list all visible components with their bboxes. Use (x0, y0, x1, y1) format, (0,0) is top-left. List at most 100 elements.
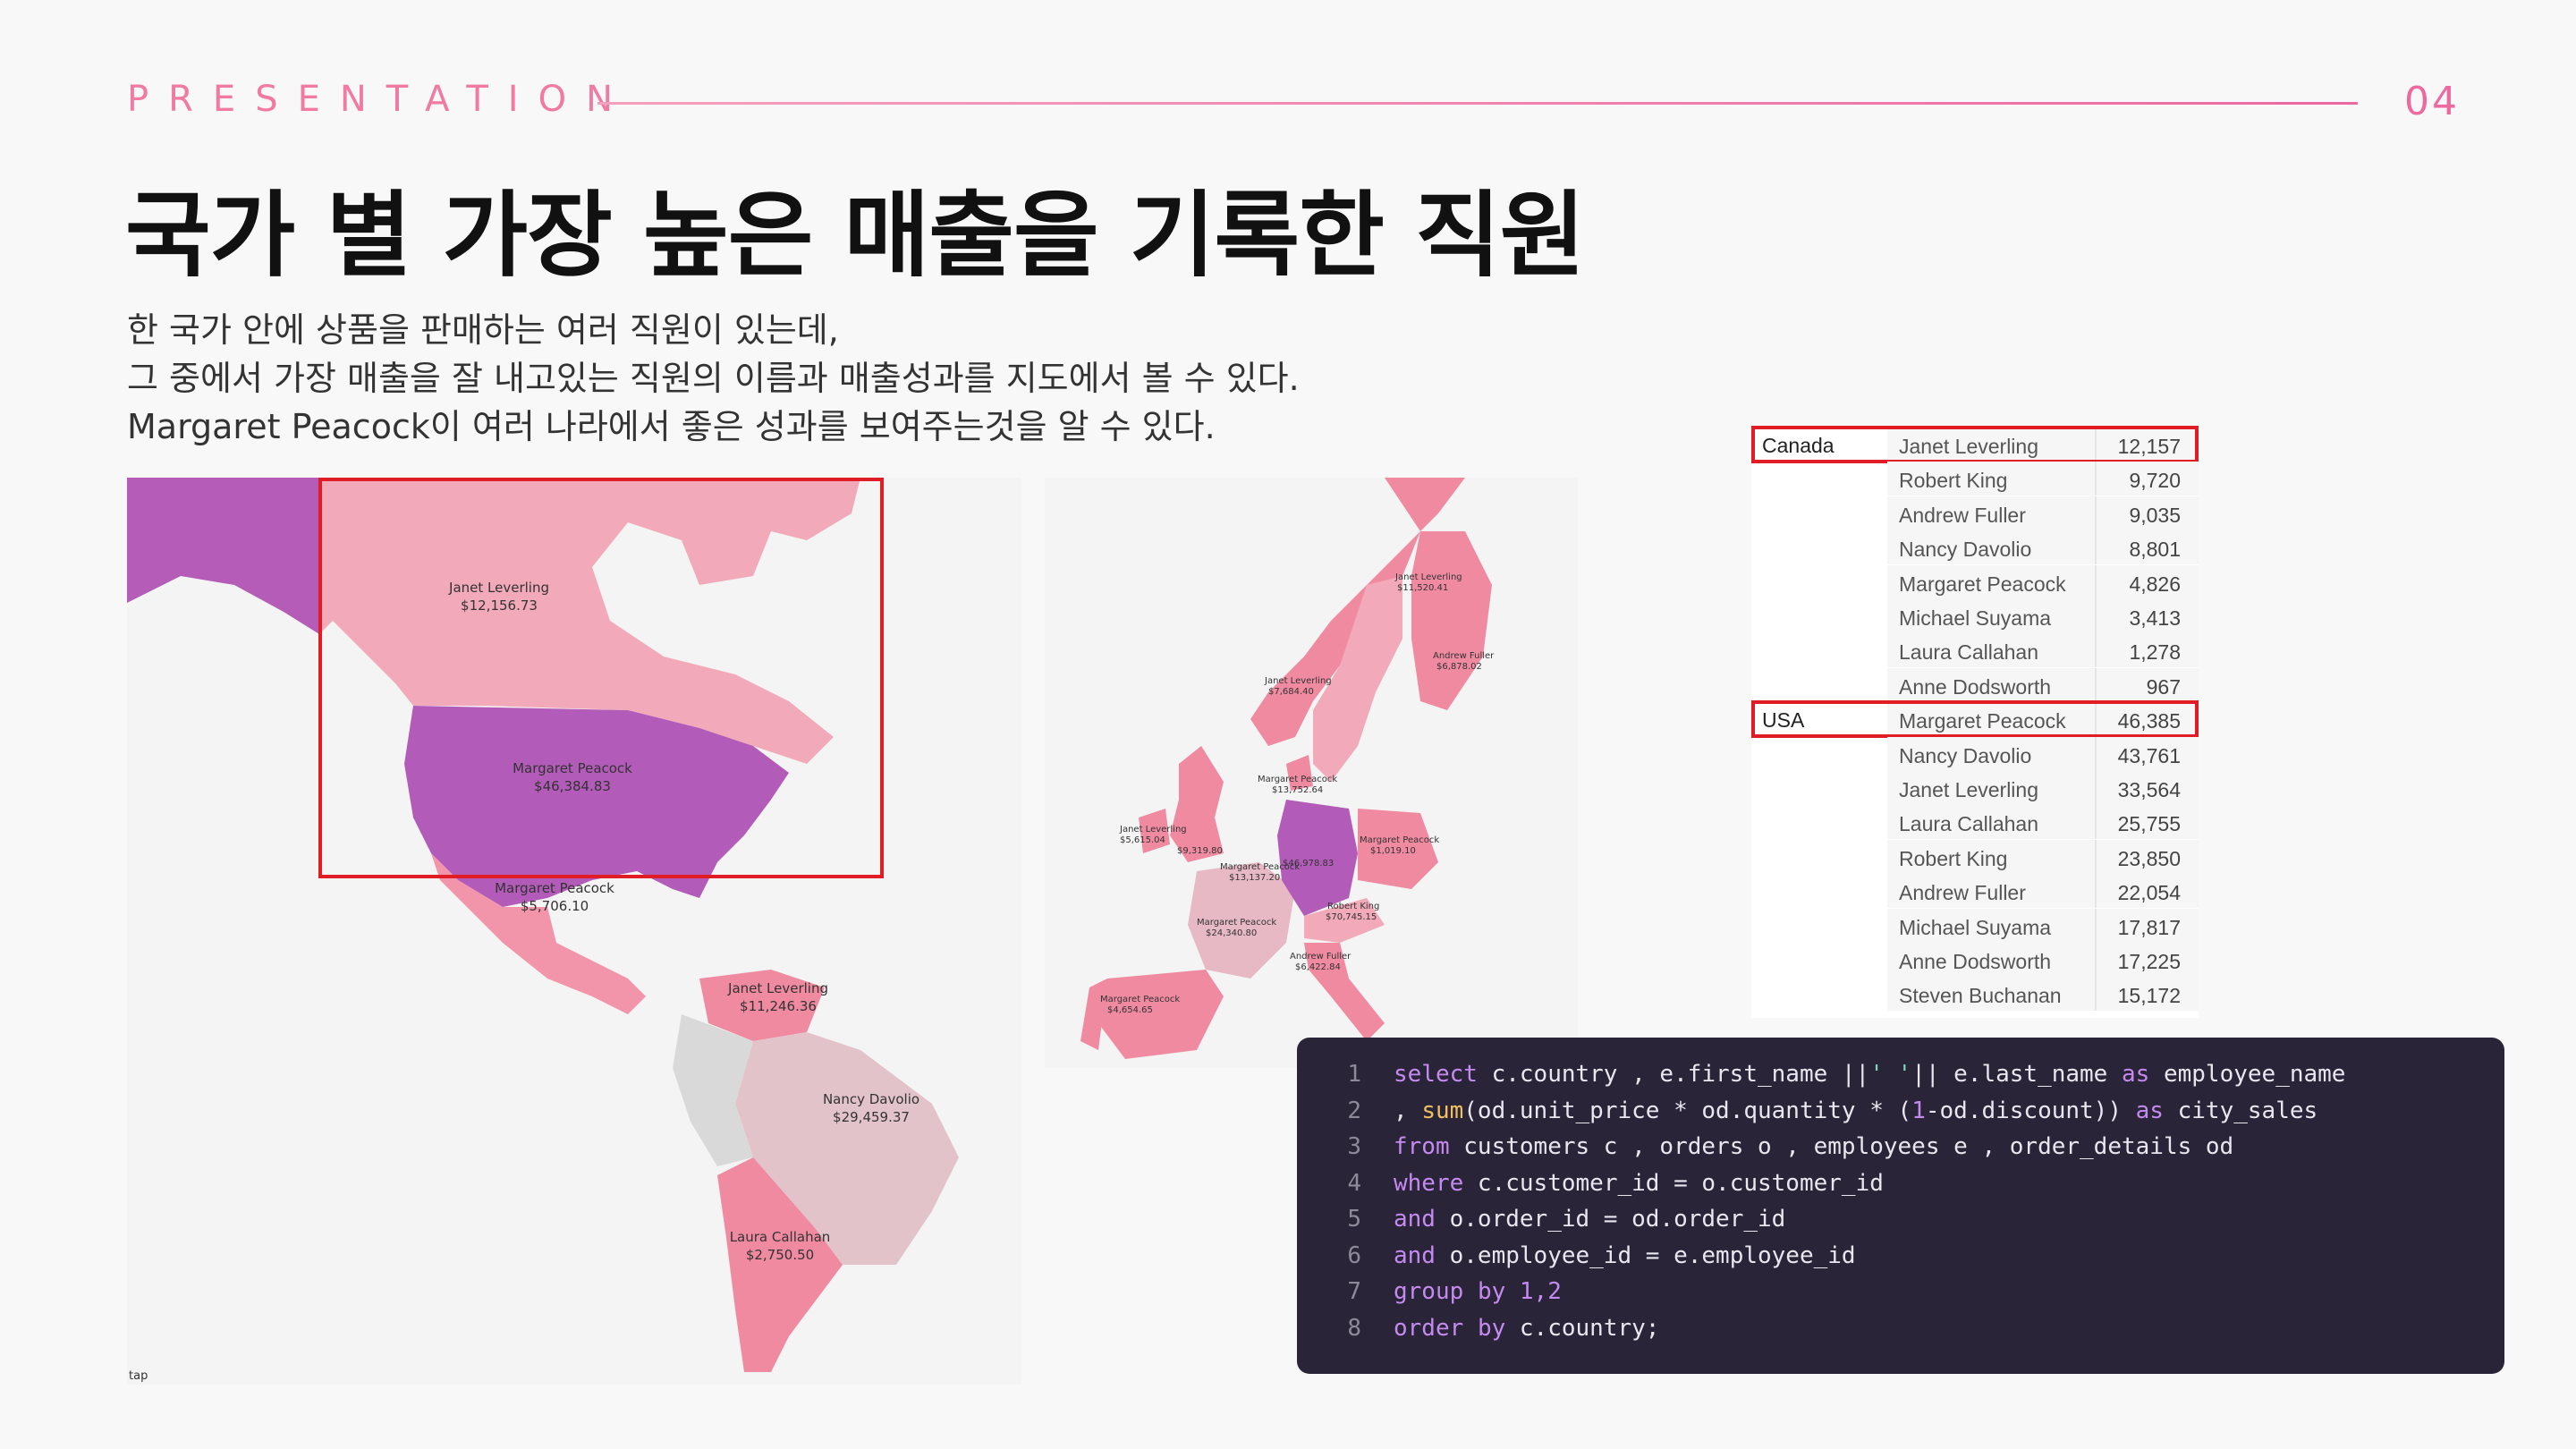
row-bg (1887, 805, 2095, 840)
map-label-name: Janet Leverling (1394, 572, 1462, 582)
row-bg (2097, 736, 2199, 771)
map-label-value: $6,422.84 (1295, 962, 1341, 972)
map-label-value: $13,137.20 (1229, 873, 1280, 883)
row-bg (2097, 977, 2199, 1012)
map-label-name: Margaret Peacock (495, 880, 614, 896)
code-text: where c.customer_id = o.customer_id (1394, 1169, 1884, 1197)
table-row: Robert King 23,850 (1751, 839, 2199, 874)
row-bg (2097, 496, 2199, 530)
table-row: Nancy Davolio 8,801 (1751, 530, 2199, 565)
map-label-value: $7,684.40 (1268, 687, 1314, 697)
row-divider (2095, 977, 2097, 1012)
map-label-value: $9,319.80 (1177, 846, 1223, 856)
code-text: group by 1,2 (1394, 1278, 1562, 1305)
table-row: Michael Suyama 3,413 (1751, 599, 2199, 633)
map-label-value: $2,750.50 (746, 1247, 814, 1263)
row-divider (2095, 667, 2097, 702)
table-cell-sales: 17,817 (2117, 915, 2181, 939)
row-bg (2097, 702, 2199, 737)
map-label-name: Janet Leverling (448, 580, 549, 596)
table-cell-employee: Anne Dodsworth (1899, 674, 2052, 699)
map-label-name: Margaret Peacock (1197, 918, 1276, 928)
table-cell-employee: Robert King (1899, 469, 2008, 493)
map-label-name: Margaret Peacock (1258, 775, 1337, 784)
table-cell-sales: 1,278 (2129, 640, 2181, 665)
map-label-value: $4,654.65 (1107, 1005, 1153, 1015)
code-text: select c.country , e.first_name ||' '|| … (1394, 1061, 2346, 1088)
line-number: 6 (1347, 1241, 1361, 1269)
map-label-name: Andrew Fuller (1290, 952, 1352, 962)
map-label-value: $46,978.83 (1283, 859, 1334, 869)
table-cell-employee: Margaret Peacock (1899, 709, 2066, 733)
map-label-name: Margaret Peacock (513, 760, 632, 776)
row-divider (2095, 908, 2097, 943)
map-label-name: Margaret Peacock (1360, 835, 1439, 845)
table-cell-sales: 17,225 (2117, 950, 2181, 973)
map-label-value: $46,384.83 (534, 778, 611, 794)
table-row: Laura Callahan 25,755 (1751, 805, 2199, 840)
table-cell-sales: 9,720 (2129, 469, 2181, 493)
mexico-region (431, 853, 646, 1014)
map-label-value: $13,752.64 (1272, 785, 1323, 795)
row-bg (2097, 564, 2199, 599)
row-bg (1887, 771, 2095, 805)
row-bg (1887, 530, 2095, 565)
map-label-name: Robert King (1327, 902, 1379, 911)
row-bg (1887, 564, 2095, 599)
row-bg (2097, 908, 2199, 943)
map-label-value: $70,745.15 (1326, 912, 1377, 922)
canada-region (319, 478, 860, 764)
row-bg (2097, 428, 2199, 462)
map-label-name: Laura Callahan (730, 1229, 831, 1245)
code-line: 2 , sum(od.unit_price * od.quantity * (1-… (1297, 1097, 2504, 1133)
map-europe: Janet Leverling $11,520.41 Andrew Fuller… (1045, 478, 1578, 1068)
table-cell-employee: Andrew Fuller (1899, 503, 2026, 527)
header-divider (597, 102, 2358, 105)
line-number: 3 (1347, 1133, 1361, 1160)
table-cell-sales: 3,413 (2129, 606, 2181, 630)
page-number: 04 (2404, 79, 2460, 124)
row-bg (1887, 599, 2095, 633)
row-bg (2097, 805, 2199, 840)
row-bg (2097, 599, 2199, 633)
table-row: Janet Leverling 33,564 (1751, 771, 2199, 805)
row-bg (2097, 874, 2199, 909)
map-label-name: Andrew Fuller (1433, 651, 1495, 661)
table-row: Canada Janet Leverling 12,157 (1751, 428, 2199, 462)
row-bg (1887, 428, 2095, 462)
code-line: 3 from customers c , orders o , employees… (1297, 1133, 2504, 1169)
spain-region (1098, 970, 1224, 1059)
line-number: 4 (1347, 1169, 1361, 1197)
table-cell-employee: Robert King (1899, 846, 2008, 870)
table-cell-employee: Nancy Davolio (1899, 538, 2032, 562)
table-cell-sales: 23,850 (2117, 846, 2181, 870)
code-text: , sum(od.unit_price * od.quantity * (1-o… (1394, 1097, 2318, 1124)
argentina-region (717, 1157, 843, 1372)
code-text: order by c.country; (1394, 1314, 1660, 1342)
finland-region (1411, 531, 1492, 710)
table-cell-sales: 15,172 (2117, 984, 2181, 1008)
table-cell-country: USA (1762, 708, 1805, 733)
map-label-value: $24,340.80 (1206, 928, 1257, 938)
row-highlight (1751, 426, 2199, 463)
table-cell-employee: Janet Leverling (1899, 435, 2038, 458)
row-divider (2095, 702, 2097, 737)
sales-table: Canada Janet Leverling 12,157 Robert King 9,… (1751, 426, 2199, 1018)
table-row: Robert King 9,720 (1751, 462, 2199, 496)
description-line: 그 중에서 가장 매출을 잘 내고있는 직원의 이름과 매출성과를 지도에서 볼… (127, 359, 1300, 398)
code-text: and o.employee_id = e.employee_id (1394, 1241, 1856, 1269)
ireland-region (1139, 809, 1170, 853)
row-bg (1887, 736, 2095, 771)
row-bg (1887, 874, 2095, 909)
austria-region (1304, 898, 1385, 943)
table-row: Michael Suyama 17,817 (1751, 908, 2199, 943)
brazil-region (735, 1032, 959, 1265)
table-cell-employee: Janet Leverling (1899, 778, 2038, 801)
table-row: Laura Callahan 1,278 (1751, 633, 2199, 668)
line-number: 2 (1347, 1097, 1361, 1124)
code-line: 7 group by 1,2 (1297, 1278, 2504, 1314)
code-text: from customers c , orders o , employees … (1394, 1133, 2234, 1160)
table-row: Steven Buchanan 15,172 (1751, 977, 2199, 1012)
table-cell-employee: Laura Callahan (1899, 640, 2039, 665)
description-line: 한 국가 안에 상품을 판매하는 여러 직원이 있는데, (127, 310, 839, 350)
